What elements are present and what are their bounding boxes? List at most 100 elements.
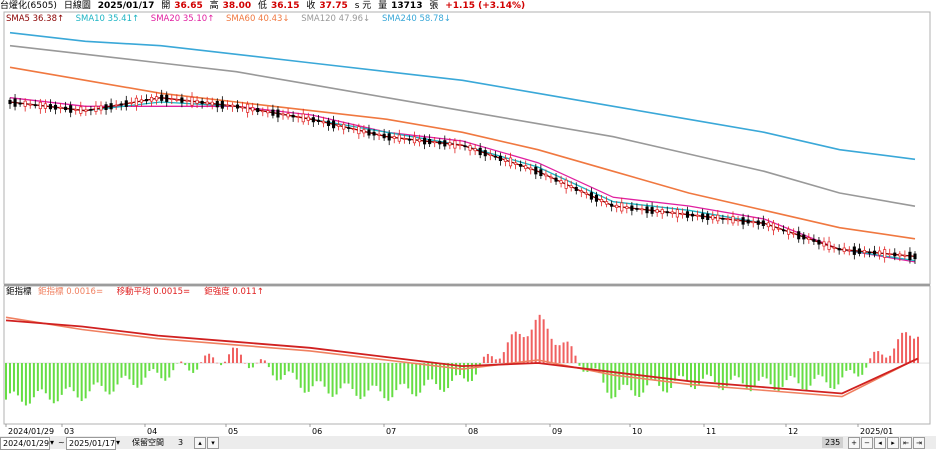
zoom-out-icon[interactable]: −	[861, 437, 873, 449]
chevron-down-icon[interactable]: ▾	[116, 438, 121, 447]
oscillator-bar	[32, 363, 35, 398]
candle-body	[893, 252, 897, 257]
candle-body	[873, 250, 877, 255]
x-axis-label: 11	[706, 427, 716, 436]
oscillator-bar	[582, 363, 585, 372]
oscillator-bar	[152, 363, 155, 370]
oscillator-bar	[841, 363, 844, 378]
oscillator-bar	[104, 363, 107, 392]
oscillator-bar	[263, 360, 266, 364]
candle-body	[109, 103, 113, 110]
candle-body	[503, 158, 508, 162]
candle-body	[124, 100, 128, 107]
candle-body	[134, 97, 138, 106]
oscillator-bar	[554, 344, 557, 364]
scroll-end-icon[interactable]: ⇥	[913, 437, 925, 449]
candle-body	[372, 131, 376, 136]
oscillator-bar	[674, 363, 677, 381]
oscillator-bar	[235, 348, 238, 364]
candle-body	[458, 144, 462, 146]
oscillator-bar	[427, 363, 430, 380]
candle-body	[220, 100, 224, 109]
candle-body	[640, 208, 644, 211]
oscillator-bar	[327, 363, 330, 394]
oscillator-bar	[40, 363, 43, 390]
candle-body	[544, 173, 548, 177]
start-date-field[interactable]: 2024/01/29	[0, 437, 50, 450]
oscillator-bar	[247, 363, 250, 369]
oscillator-bar	[80, 363, 83, 402]
x-axis-label: 10	[632, 427, 642, 436]
oscillator-bar	[717, 363, 720, 389]
oscillator-bar	[849, 363, 852, 371]
oscillator-bar	[670, 363, 673, 388]
oscillator-bar	[546, 328, 549, 364]
oscillator-bar	[773, 363, 776, 391]
oscillator-bar	[590, 363, 593, 370]
oscillator-bar	[443, 363, 446, 392]
low-value: 36.15	[270, 1, 300, 11]
oscillator-bar	[713, 363, 716, 383]
chevron-down-icon[interactable]: ▾	[50, 438, 55, 447]
quote-header: 台燿化(6505) 日線圖 2025/01/17 開 36.65 高 38.00 低…	[0, 0, 936, 12]
reserve-space-value[interactable]: 3	[178, 438, 184, 447]
candle-body	[898, 253, 902, 257]
candle-body	[625, 206, 629, 209]
price-panel-frame	[3, 11, 931, 285]
candle-body	[589, 192, 593, 200]
oscillator-bar	[68, 363, 71, 388]
candle-body	[529, 167, 533, 171]
candle-body	[569, 185, 573, 188]
oscillator-bar	[323, 363, 326, 387]
spin-down-icon[interactable]: ▾	[207, 437, 219, 449]
candle-body	[114, 104, 118, 107]
candle-body	[635, 208, 639, 210]
oscillator-bar	[781, 363, 784, 387]
oscillator-bar	[478, 363, 481, 365]
candle-body	[347, 127, 351, 129]
oscillator-bar	[761, 363, 764, 377]
oscillator-bar	[375, 363, 378, 386]
oscillator-bar	[347, 363, 350, 384]
candle-body	[387, 133, 391, 141]
oscillator-bar	[869, 358, 872, 364]
oscillator-bar	[16, 363, 19, 396]
scroll-start-icon[interactable]: ⇤	[900, 437, 912, 449]
candle-body	[291, 114, 295, 118]
candle-body	[129, 102, 133, 104]
oscillator-bar	[729, 363, 732, 380]
scroll-left-icon[interactable]: ◂	[874, 437, 886, 449]
oscillator-bar	[239, 354, 242, 364]
candle-body	[407, 138, 411, 141]
candle-body	[64, 106, 68, 111]
candle-body	[751, 221, 755, 224]
candle-body	[807, 237, 811, 240]
candle-body	[701, 213, 705, 220]
oscillator-bar	[558, 345, 561, 364]
candle-body	[630, 205, 634, 211]
candle-body	[827, 241, 831, 250]
oscillator-bar	[371, 363, 374, 386]
oscillator-bar	[785, 363, 788, 381]
candle-body	[660, 209, 664, 215]
oscillator-bar	[606, 363, 609, 393]
oscillator-bar	[172, 363, 175, 371]
candle-body	[180, 97, 184, 103]
oscillator-bar	[156, 363, 159, 373]
candle-body	[847, 249, 851, 252]
end-date-field[interactable]: 2025/01/17	[66, 437, 116, 450]
scroll-right-icon[interactable]: ▸	[887, 437, 899, 449]
chart-canvas[interactable]: SMA5 36.38↑ SMA10 35.41↑ SMA20 35.10↑ SMA60…	[0, 0, 936, 436]
sma-line-sma20	[9, 97, 916, 263]
oscillator-bar	[28, 363, 31, 404]
spin-up-icon[interactable]: ▴	[194, 437, 206, 449]
candle-body	[235, 104, 240, 109]
candle-body	[519, 163, 523, 167]
oscillator-bar	[486, 353, 489, 364]
x-axis-label: 09	[552, 427, 562, 436]
oscillator-bar	[682, 363, 685, 377]
oscillator-bar	[578, 363, 581, 366]
candle-body	[150, 97, 154, 102]
zoom-in-icon[interactable]: +	[848, 437, 860, 449]
oscillator-bar	[833, 363, 836, 389]
